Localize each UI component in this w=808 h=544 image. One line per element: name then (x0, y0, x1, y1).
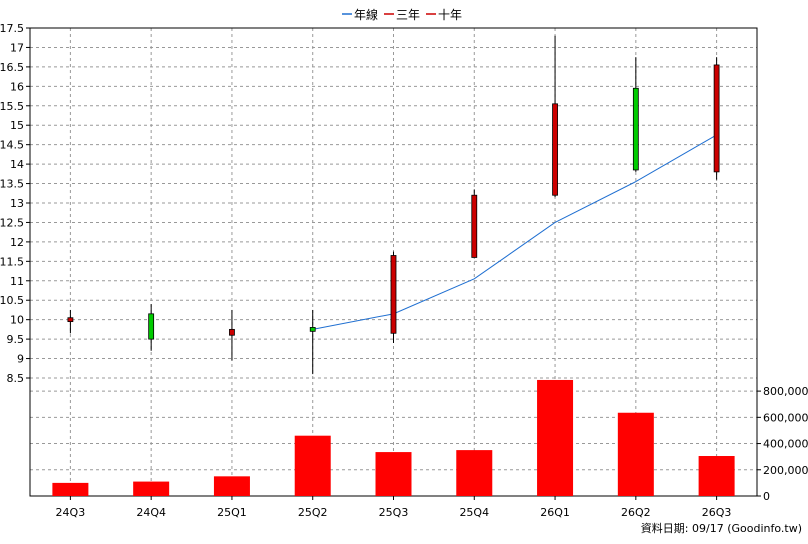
x-tick-label: 26Q3 (702, 506, 732, 519)
volume-tick-label: 400,000 (763, 438, 808, 451)
candle-body (713, 64, 720, 173)
legend: 年線 三年 十年 (342, 7, 462, 22)
legend-label: 十年 (438, 8, 462, 22)
x-tick-label: 25Q4 (459, 506, 489, 519)
price-tick-label: 15.5 (0, 100, 24, 113)
x-tick-label: 25Q2 (298, 506, 328, 519)
x-tick-label: 26Q1 (540, 506, 570, 519)
candle-body (552, 103, 558, 196)
candlesticks (67, 35, 720, 375)
price-tick-label: 10.5 (0, 294, 24, 307)
x-axis: 24Q3 24Q4 25Q1 25Q2 25Q3 25Q4 26Q1 26Q2 26Q3 (56, 496, 732, 519)
volume-bar (213, 476, 250, 496)
price-tick-label: 17.5 (0, 22, 24, 35)
price-tick-label: 15 (10, 119, 24, 132)
volume-bar (617, 412, 654, 496)
volume-bar (52, 482, 89, 496)
volume-bar (698, 456, 735, 496)
legend-label: 三年 (396, 8, 420, 22)
price-axis: 8.5 9 9.5 10 10.5 11 11.5 12 12.5 13 13.5 14 14.5 15 1… (0, 22, 30, 385)
price-tick-label: 16 (10, 80, 24, 93)
price-tick-label: 8.5 (7, 372, 25, 385)
volume-tick-label: 800,000 (763, 385, 808, 398)
volume-bar (375, 452, 412, 496)
price-tick-label: 11 (10, 275, 24, 288)
price-tick-label: 13 (10, 197, 24, 210)
candle-body (67, 317, 74, 323)
legend-label: 年線 (354, 7, 378, 22)
volume-bar (537, 379, 574, 496)
x-tick-label: 24Q3 (56, 506, 86, 519)
price-tick-label: 12.5 (0, 216, 24, 229)
x-tick-label: 25Q1 (217, 506, 247, 519)
price-tick-label: 17 (10, 41, 24, 54)
source-note: 資料日期: 09/17 (Goodinfo.tw) (641, 521, 802, 535)
x-tick-label: 26Q2 (621, 506, 651, 519)
price-tick-label: 14.5 (0, 139, 24, 152)
price-tick-label: 11.5 (0, 255, 24, 268)
candle-body (632, 87, 639, 171)
volume-bar (133, 481, 170, 496)
volume-axis: 0 200,000 400,000 600,000 800,000 (756, 378, 808, 503)
price-tick-label: 9 (17, 353, 24, 366)
annual-line-layer (312, 134, 717, 330)
candle-body (471, 194, 478, 258)
price-tick-label: 9.5 (7, 333, 25, 346)
price-tick-label: 14 (10, 158, 24, 171)
candle-body (229, 328, 235, 336)
volume-tick-label: 600,000 (763, 411, 808, 424)
x-tick-label: 25Q3 (379, 506, 409, 519)
volume-bar (456, 450, 493, 496)
price-tick-label: 16.5 (0, 61, 24, 74)
volume-tick-label: 0 (763, 490, 770, 503)
candle-body (390, 255, 397, 334)
price-tick-label: 13.5 (0, 178, 24, 191)
volume-bar (294, 435, 331, 496)
x-tick-label: 24Q4 (136, 506, 166, 519)
annual-line (312, 134, 717, 330)
price-tick-label: 10 (10, 314, 24, 327)
volume-tick-label: 200,000 (763, 464, 808, 477)
candle-body (148, 313, 155, 340)
price-tick-label: 12 (10, 236, 24, 249)
volume-bars (52, 379, 735, 496)
candle-body (309, 327, 316, 332)
